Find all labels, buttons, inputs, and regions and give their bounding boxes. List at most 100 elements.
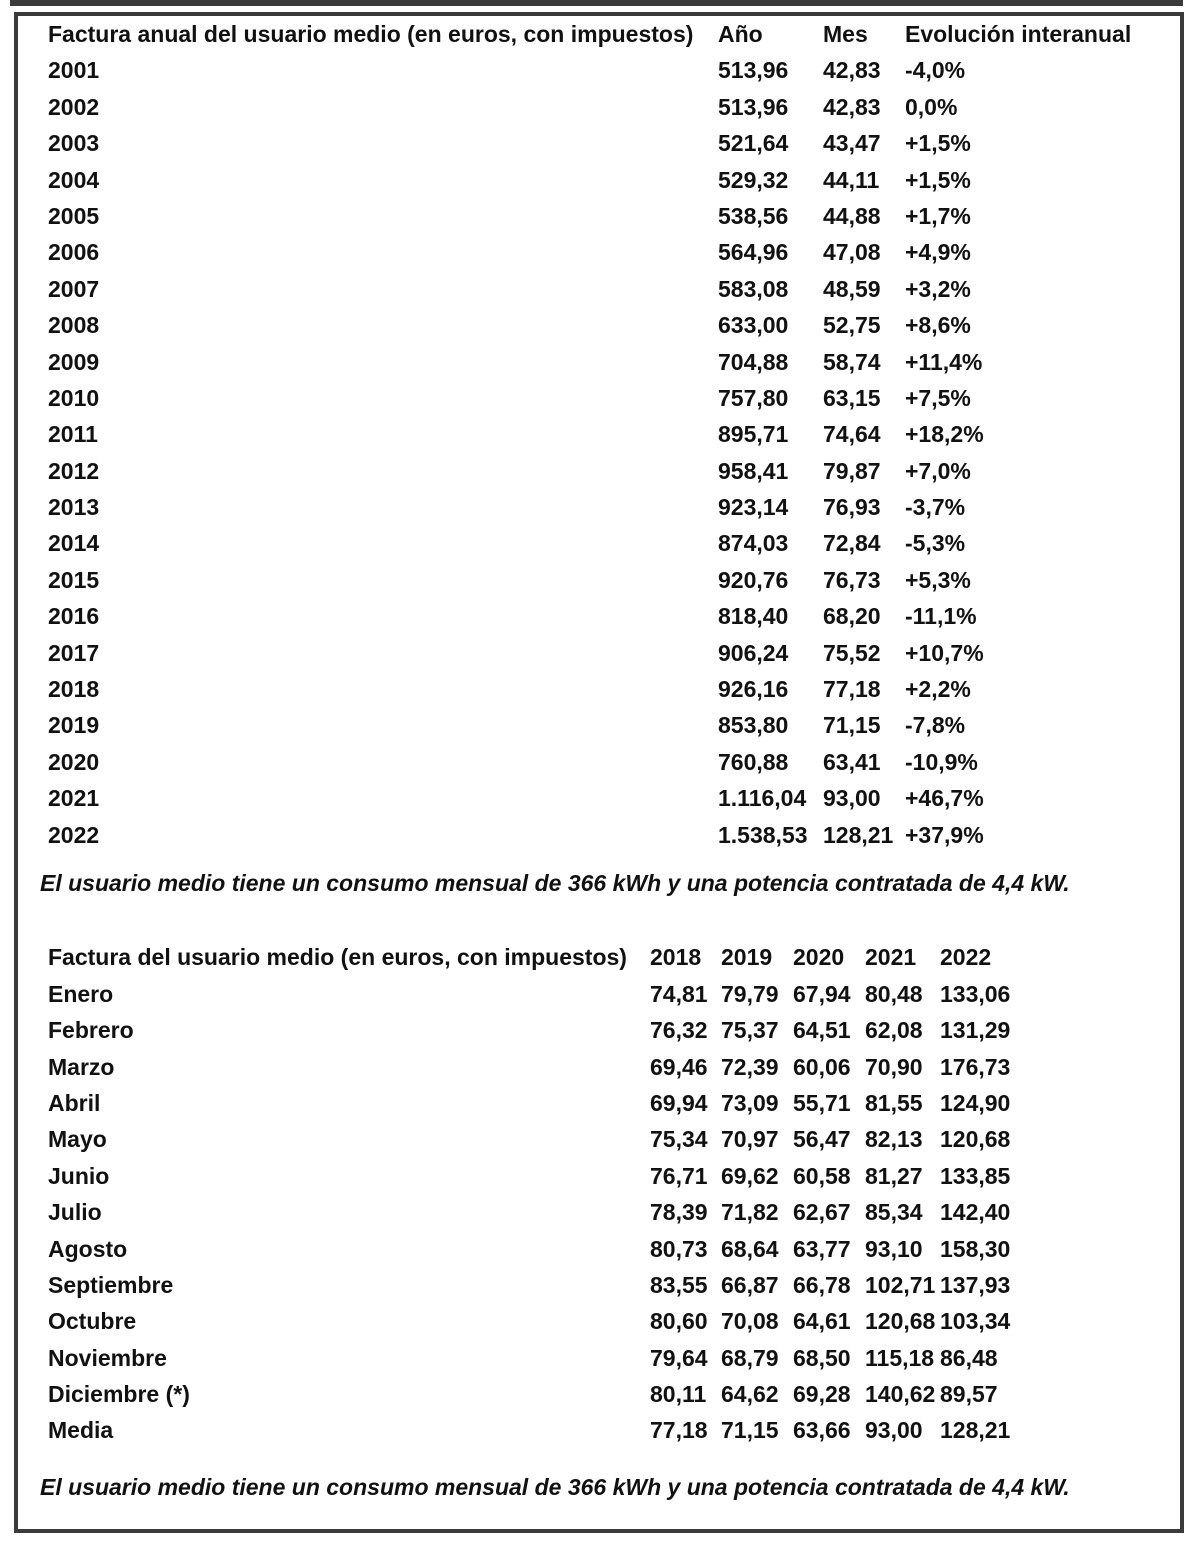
year-label: 2017 (48, 639, 100, 666)
monthly-value-2018: 78,39 (650, 1199, 708, 1226)
monthly-average-value: 58,74 (823, 348, 881, 375)
monthly-value-2022: 120,68 (940, 1126, 1011, 1153)
monthly-average-value: 44,11 (823, 166, 880, 193)
annual-total-value: 633,00 (718, 312, 789, 339)
annual-total-value: 920,76 (718, 566, 789, 593)
year-label: 2014 (48, 530, 100, 557)
year-label: 2016 (48, 603, 100, 630)
monthly-average-value: 76,93 (823, 494, 881, 521)
monthly-value-2022: 89,57 (940, 1381, 998, 1408)
annual-total-value: 564,96 (718, 239, 789, 266)
annual-table-row: 2014 874,03 72,84 -5,3% (48, 525, 1180, 561)
monthly-value-2018: 80,73 (650, 1235, 708, 1262)
yoy-evolution-value: +2,2% (905, 676, 971, 703)
monthly-value-2020: 60,06 (793, 1053, 851, 1080)
monthly-average-value: 47,08 (823, 239, 881, 266)
top-rule (10, 0, 1183, 6)
monthly-value-2020: 56,47 (793, 1126, 851, 1153)
monthly-value-2019: 70,97 (721, 1126, 779, 1153)
yoy-evolution-value: +1,5% (905, 166, 971, 193)
annual-total-value: 926,16 (718, 676, 789, 703)
monthly-value-2021: 115,18 (865, 1344, 935, 1371)
monthly-value-2022: 158,30 (940, 1235, 1011, 1262)
yoy-evolution-value: -11,1% (905, 603, 977, 630)
annual-table-row: 2017 906,24 75,52 +10,7% (48, 635, 1180, 671)
monthly-value-2019: 68,64 (721, 1235, 779, 1262)
column-header-evolucion-interanual: Evolución interanual (905, 21, 1132, 47)
monthly-value-2022: 133,85 (940, 1162, 1011, 1189)
monthly-table-row: Mayo 75,34 70,97 56,47 82,13 120,68 (48, 1121, 1180, 1157)
year-label: 2010 (48, 384, 100, 411)
column-header-mes: Mes (823, 21, 868, 47)
monthly-value-2022: 86,48 (940, 1344, 998, 1371)
annual-table-title: Factura anual del usuario medio (en euro… (48, 21, 694, 47)
monthly-value-2021: 70,90 (865, 1053, 923, 1080)
yoy-evolution-value: +18,2% (905, 421, 984, 448)
year-label: 2009 (48, 348, 100, 375)
monthly-table-header-row: Factura del usuario medio (en euros, con… (48, 939, 1180, 975)
year-label: 2022 (48, 821, 100, 848)
monthly-value-2021: 85,34 (865, 1199, 923, 1226)
monthly-table-row: Marzo 69,46 72,39 60,06 70,90 176,73 (48, 1049, 1180, 1085)
monthly-table-title: Factura del usuario medio (en euros, con… (48, 944, 627, 971)
annual-total-value: 874,03 (718, 530, 789, 557)
monthly-table-row: Diciembre (*) 80,11 64,62 69,28 140,62 8… (48, 1376, 1180, 1412)
monthly-average-value: 52,75 (823, 312, 881, 339)
annual-total-value: 521,64 (718, 130, 789, 157)
annual-table-row: 2012 958,41 79,87 +7,0% (48, 453, 1180, 489)
monthly-value-2018: 79,64 (650, 1344, 708, 1371)
annual-total-value: 513,96 (718, 93, 789, 120)
yoy-evolution-value: -10,9% (905, 748, 978, 775)
annual-table-row: 2006 564,96 47,08 +4,9% (48, 234, 1180, 270)
yoy-evolution-value: +3,2% (905, 275, 971, 302)
monthly-average-value: 77,18 (823, 676, 881, 703)
column-header-2022: 2022 (940, 944, 992, 971)
annual-total-value: 529,32 (718, 166, 789, 193)
yoy-evolution-value: -4,0% (905, 57, 966, 84)
monthly-value-2020: 69,28 (793, 1381, 851, 1408)
annual-table-header-row: Factura anual del usuario medio (en euro… (48, 16, 1180, 52)
month-label: Media (48, 1417, 114, 1444)
monthly-value-2018: 77,18 (650, 1417, 708, 1444)
monthly-value-2022: 137,93 (940, 1271, 1011, 1298)
annual-total-value: 923,14 (718, 494, 789, 521)
monthly-value-2020: 62,67 (793, 1199, 851, 1226)
annual-total-value: 958,41 (718, 457, 789, 484)
monthly-average-value: 71,15 (823, 712, 881, 739)
monthly-value-2021: 140,62 (865, 1381, 936, 1408)
monthly-value-2022: 133,06 (940, 980, 1011, 1007)
monthly-value-2020: 63,77 (793, 1235, 851, 1262)
monthly-value-2020: 60,58 (793, 1162, 851, 1189)
monthly-value-2018: 69,46 (650, 1053, 708, 1080)
monthly-value-2020: 64,51 (793, 1017, 851, 1044)
monthly-average-value: 63,15 (823, 384, 881, 411)
monthly-value-2021: 102,71 (865, 1271, 936, 1298)
monthly-value-2018: 69,94 (650, 1089, 708, 1116)
monthly-value-2020: 68,50 (793, 1344, 851, 1371)
annual-table-row: 2016 818,40 68,20 -11,1% (48, 598, 1180, 634)
month-label: Abril (48, 1089, 101, 1116)
monthly-value-2021: 120,68 (865, 1308, 936, 1335)
column-header-2021: 2021 (865, 944, 917, 971)
monthly-average-value: 79,87 (823, 457, 881, 484)
monthly-table-row: Noviembre 79,64 68,79 68,50 115,18 86,48 (48, 1340, 1180, 1376)
year-label: 2012 (48, 457, 100, 484)
yoy-evolution-value: +37,9% (905, 821, 984, 848)
annual-total-value: 513,96 (718, 57, 789, 84)
year-label: 2021 (48, 785, 100, 812)
year-label: 2019 (48, 712, 100, 739)
monthly-table: Factura del usuario medio (en euros, con… (48, 939, 1180, 1448)
monthly-value-2020: 66,78 (793, 1271, 851, 1298)
yoy-evolution-value: 0,0% (905, 93, 958, 120)
monthly-value-2018: 74,81 (650, 980, 708, 1007)
annual-total-value: 1.116,04 (718, 785, 807, 812)
monthly-average-value: 42,83 (823, 93, 881, 120)
monthly-value-2018: 80,11 (650, 1381, 707, 1408)
monthly-average-value: 76,73 (823, 566, 881, 593)
monthly-table-row: Media 77,18 71,15 63,66 93,00 128,21 (48, 1412, 1180, 1448)
annual-table-row: 2021 1.116,04 93,00 +46,7% (48, 780, 1180, 816)
monthly-average-value: 44,88 (823, 202, 881, 229)
yoy-evolution-value: +8,6% (905, 312, 971, 339)
monthly-value-2021: 62,08 (865, 1017, 923, 1044)
